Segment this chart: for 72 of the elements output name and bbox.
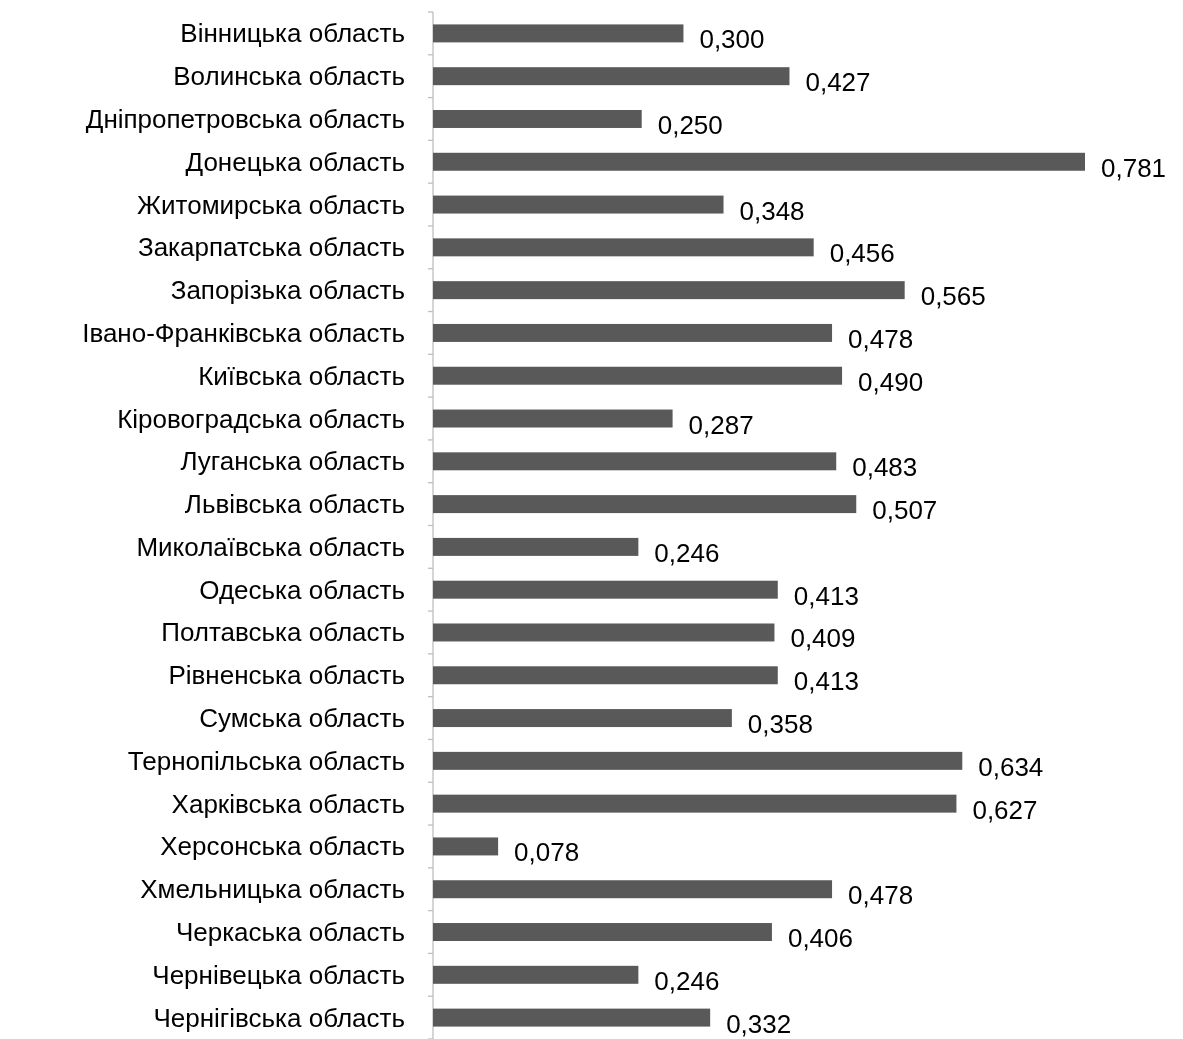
y-tick-label: Івано-Франківська область — [82, 317, 405, 348]
y-tick-label: Чернігівська область — [153, 1002, 405, 1033]
y-tick-label: Хмельницька область — [140, 874, 405, 905]
y-tick-label: Волинська область — [173, 61, 405, 92]
bar — [433, 281, 905, 300]
data-label: 0,250 — [657, 109, 723, 140]
data-label: 0,413 — [793, 580, 859, 611]
bar — [433, 195, 724, 214]
bar — [433, 709, 732, 728]
data-label: 0,456 — [829, 238, 895, 269]
bar — [433, 837, 499, 856]
y-tick-label: Луганська область — [180, 446, 405, 477]
bar — [433, 751, 963, 770]
y-tick-label: Київська область — [198, 360, 405, 391]
y-tick-label: Кіровоградська область — [117, 403, 405, 434]
y-tick-label: Дніпропетровська область — [85, 103, 405, 134]
data-label: 0,413 — [793, 666, 859, 697]
data-label: 0,781 — [1101, 152, 1167, 183]
y-tick-label: Донецька область — [185, 146, 405, 177]
data-label: 0,565 — [920, 281, 986, 312]
bar — [433, 452, 837, 471]
bar — [433, 965, 639, 984]
y-tick-label: Полтавська область — [161, 617, 405, 648]
bar — [433, 109, 642, 128]
data-label: 0,627 — [972, 794, 1038, 825]
y-tick-label: Миколаївська область — [136, 531, 405, 562]
data-label: 0,246 — [654, 537, 720, 568]
y-tick-label: Запорізька область — [170, 275, 405, 306]
y-tick-label: Тернопільська область — [127, 745, 405, 776]
y-tick-label: Черкаська область — [175, 917, 405, 948]
data-label: 0,246 — [654, 965, 720, 996]
bar — [433, 67, 790, 86]
y-tick-label: Одеська область — [199, 574, 405, 605]
bar — [433, 537, 639, 556]
data-label: 0,348 — [739, 195, 805, 226]
data-label: 0,332 — [726, 1008, 792, 1039]
bar — [433, 24, 684, 43]
bar — [433, 495, 857, 514]
data-label: 0,078 — [514, 837, 580, 868]
data-label: 0,478 — [848, 880, 914, 911]
y-tick-label: Вінницька область — [180, 18, 405, 49]
data-label: 0,358 — [747, 709, 813, 740]
bar — [433, 1008, 711, 1027]
bar — [433, 923, 772, 942]
bar — [433, 409, 673, 428]
bar — [433, 794, 957, 813]
y-tick-label: Закарпатська область — [137, 232, 405, 263]
data-label: 0,409 — [790, 623, 856, 654]
bar — [433, 880, 833, 899]
y-tick-label: Чернівецька область — [152, 959, 405, 990]
y-tick-label: Житомирська область — [137, 189, 405, 220]
data-label: 0,634 — [978, 751, 1044, 782]
y-tick-label: Харківська область — [171, 788, 405, 819]
data-label: 0,507 — [872, 495, 938, 526]
bar — [433, 580, 778, 599]
bar — [433, 323, 833, 342]
bar — [433, 152, 1085, 171]
data-label: 0,427 — [805, 67, 871, 98]
bar — [433, 366, 843, 385]
data-label: 0,483 — [852, 452, 918, 483]
data-label: 0,406 — [787, 923, 854, 954]
data-label: 0,490 — [858, 366, 924, 397]
data-label: 0,478 — [848, 323, 914, 354]
y-tick-label: Херсонська область — [160, 831, 405, 862]
bar — [433, 666, 778, 685]
y-tick-label: Рівненська область — [168, 660, 405, 691]
y-tick-label: Сумська область — [199, 703, 405, 734]
bar — [433, 238, 814, 257]
data-label: 0,300 — [699, 24, 765, 55]
y-tick-label: Львівська область — [184, 489, 405, 520]
data-label: 0,287 — [688, 409, 754, 440]
bar — [433, 623, 775, 642]
